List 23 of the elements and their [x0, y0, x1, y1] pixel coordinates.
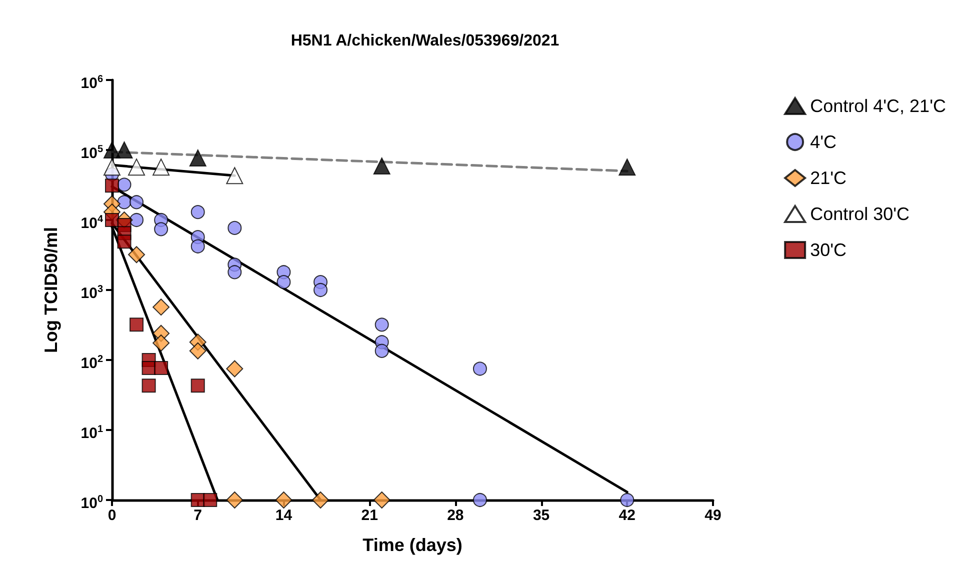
legend-label: Control 4'C, 21'C: [810, 96, 946, 116]
y-tick-label: 10$^{1}$: [80, 423, 103, 443]
y-tick-label: 10$^{3}$: [80, 283, 103, 303]
x-tick-label: 7: [194, 507, 202, 524]
y-tick-label: 10$^{4}$: [80, 213, 103, 233]
y-tick-label: 10$^{0}$: [80, 493, 103, 513]
chart-title: H5N1 A/chicken/Wales/053969/2021: [290, 32, 560, 50]
y-tick-label: 10$^{6}$: [80, 73, 103, 93]
y-tick-label: 10$^{5}$: [80, 143, 103, 163]
legend-label: Control 30'C: [810, 204, 910, 224]
legend-label: 4'C: [810, 132, 837, 152]
x-tick-label: 49: [704, 507, 722, 524]
x-tick-label: 42: [618, 507, 636, 524]
x-tick-label: 21: [361, 507, 378, 524]
legend-label: 30'C: [810, 240, 847, 260]
x-tick-label: 35: [532, 507, 550, 524]
legend-label: 21'C: [810, 168, 847, 188]
x-tick-label: 28: [447, 507, 464, 524]
x-tick-label: 14: [275, 507, 293, 524]
x-axis-title: Time (days): [362, 535, 462, 555]
y-axis-title: Log TCID50/ml: [41, 226, 61, 354]
x-tick-label: 0: [108, 507, 116, 524]
y-tick-label: 10$^{2}$: [80, 353, 103, 373]
